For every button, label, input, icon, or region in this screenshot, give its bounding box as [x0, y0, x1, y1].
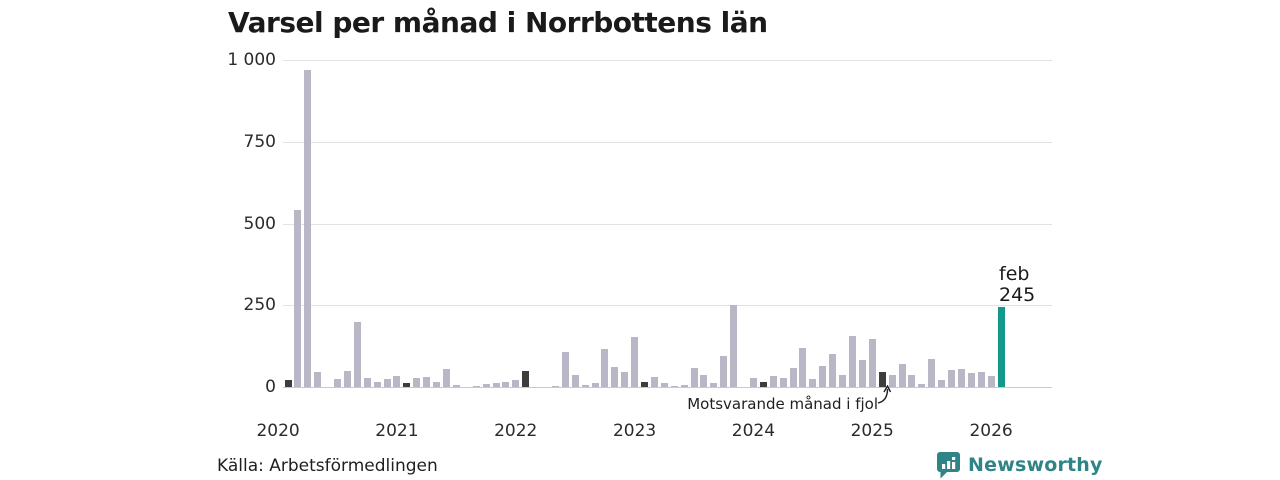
- x-axis-tick-2020: 2020: [256, 421, 300, 441]
- bar-aug-2025: [938, 380, 946, 387]
- bar-apr-2024: [779, 378, 787, 387]
- bar-jan-2022: [512, 380, 520, 387]
- bar-nov-2021: [492, 383, 500, 387]
- y-axis-tick-750: 750: [243, 132, 276, 152]
- bar-sep-2024: [829, 354, 837, 387]
- bar-apr-2025: [898, 364, 906, 387]
- bar-feb-2023: [641, 382, 648, 387]
- bar-mar-2025: [888, 375, 896, 387]
- bar-feb-2022: [522, 371, 530, 387]
- bar-jun-2025: [918, 384, 926, 387]
- bar-jan-2023: [631, 337, 639, 387]
- x-axis-tick-2023: 2023: [612, 421, 657, 441]
- y-axis-tick-1000: 1 000: [227, 50, 276, 70]
- y-axis-tick-500: 500: [243, 214, 276, 234]
- bar-nov-2023: [730, 305, 738, 387]
- bar-dec-2024: [858, 360, 866, 387]
- x-axis-tick-2021: 2021: [375, 421, 419, 441]
- bar-nov-2024: [849, 336, 856, 387]
- bar-feb-2024: [759, 382, 767, 387]
- bar-aug-2024: [819, 366, 827, 387]
- bar-jun-2021: [442, 369, 450, 387]
- bar-okt-2020: [363, 378, 371, 387]
- gridline-750: [283, 142, 1052, 143]
- bar-dec-2021: [502, 382, 510, 387]
- bar-nov-2022: [611, 367, 619, 387]
- bar-aug-2022: [581, 385, 589, 387]
- x-axis-tick-2025: 2025: [850, 421, 894, 441]
- bar-jul-2023: [690, 368, 698, 387]
- bar-jul-2022: [571, 375, 579, 387]
- bar-aug-2023: [700, 375, 708, 387]
- gridline-250: [283, 305, 1052, 306]
- bar-jan-2025: [868, 339, 876, 387]
- bar-dec-2022: [621, 372, 629, 387]
- gridline-0: [283, 387, 1052, 388]
- bar-jan-2024: [749, 378, 757, 387]
- bar-maj-2020: [314, 372, 322, 387]
- bar-jul-2020: [334, 379, 341, 387]
- bar-apr-2023: [660, 383, 668, 387]
- x-axis-tick-2024: 2024: [731, 421, 776, 441]
- bar-apr-2020: [304, 70, 312, 387]
- bar-dec-2020: [383, 379, 391, 387]
- bar-maj-2022: [551, 386, 559, 387]
- bar-sep-2023: [710, 383, 718, 387]
- bar-sep-2021: [472, 386, 480, 387]
- bar-okt-2022: [601, 349, 609, 387]
- bar-jun-2022: [561, 352, 569, 387]
- bar-jul-2024: [809, 379, 817, 387]
- gridline-500: [283, 224, 1052, 225]
- x-axis-tick-2022: 2022: [494, 421, 538, 441]
- bar-sep-2022: [591, 383, 599, 387]
- bar-mar-2021: [413, 378, 421, 387]
- current-month-value-label: feb 245: [999, 264, 1035, 306]
- bar-feb-2025: [878, 372, 886, 387]
- gridline-1000: [283, 60, 1052, 61]
- bar-maj-2024: [789, 368, 797, 387]
- newsworthy-bubble-chart-icon: [937, 452, 960, 479]
- bar-apr-2021: [423, 377, 431, 387]
- current-month-value: 245: [999, 284, 1036, 306]
- bar-jan-2021: [393, 376, 401, 387]
- y-axis-tick-250: 250: [243, 295, 276, 315]
- bar-jun-2023: [680, 385, 688, 387]
- chart-title: Varsel per månad i Norrbottens län: [228, 6, 768, 39]
- newsworthy-wordmark: Newsworthy: [968, 454, 1103, 476]
- y-axis-tick-0: 0: [265, 377, 276, 397]
- bar-jan-2026: [987, 376, 995, 387]
- bar-feb-2020: [284, 380, 292, 387]
- bar-okt-2025: [957, 369, 965, 387]
- bar-okt-2021: [482, 384, 490, 387]
- bar-aug-2020: [343, 371, 351, 387]
- bar-jul-2021: [452, 385, 460, 387]
- source-credit: Källa: Arbetsförmedlingen: [217, 456, 438, 476]
- annotation-arrow-icon: [877, 385, 892, 404]
- bar-sep-2025: [948, 370, 955, 387]
- bar-feb-2021: [403, 383, 411, 387]
- bar-mar-2020: [294, 210, 302, 387]
- current-month-name: feb: [999, 263, 1030, 285]
- bar-nov-2020: [373, 382, 381, 387]
- bar-nov-2025: [967, 373, 975, 387]
- bar-maj-2025: [908, 375, 916, 387]
- bar-jul-2025: [928, 359, 936, 387]
- bar-sep-2020: [353, 322, 361, 387]
- bar-maj-2021: [433, 382, 440, 387]
- newsworthy-logo: Newsworthy: [936, 451, 1103, 479]
- bar-feb-2026: [997, 307, 1005, 387]
- bar-maj-2023: [670, 386, 678, 387]
- x-axis-tick-2026: 2026: [969, 421, 1013, 441]
- bar-okt-2024: [839, 375, 847, 387]
- bar-dec-2025: [977, 372, 985, 387]
- bar-mar-2024: [769, 376, 777, 387]
- bar-jun-2024: [799, 348, 807, 387]
- bar-mar-2023: [650, 377, 658, 387]
- prev-year-annotation: Motsvarande månad i fjol: [687, 395, 878, 413]
- bar-okt-2023: [720, 356, 728, 387]
